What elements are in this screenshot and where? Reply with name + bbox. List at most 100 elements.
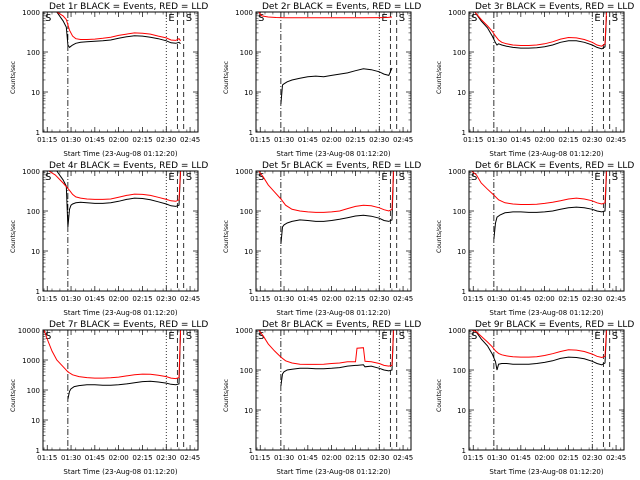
y-axis-label: Counts/sec [10, 220, 17, 253]
chart-title: Det 5r BLACK = Events, RED = LLD [262, 161, 421, 171]
x-tick-label: 01:30 [61, 136, 81, 144]
marker-end-label: E [168, 331, 174, 342]
chart-panel: Det 7r BLACK = Events, RED = LLD Counts/s… [10, 320, 208, 476]
x-tick-label: 02:15 [558, 295, 578, 303]
x-tick-label: 01:45 [511, 136, 531, 144]
x-tick-label: 02:30 [156, 454, 176, 462]
x-tick-label: 02:00 [109, 295, 129, 303]
chart-title: Det 8r BLACK = Events, RED = LLD [262, 320, 421, 330]
plot-frame [42, 329, 199, 451]
x-axis-label: Start Time (23-Aug-08 01:12:20) [276, 468, 390, 476]
chart-title: Det 2r BLACK = Events, RED = LLD [262, 2, 421, 12]
marker-saa-label: S [612, 13, 618, 24]
chart-panel: Det 6r BLACK = Events, RED = LLD Counts/s… [436, 161, 634, 317]
plot-frame [42, 11, 199, 133]
y-tick-label: 100 [240, 367, 253, 375]
y-tick-label: 1000 [22, 357, 40, 365]
y-tick-label: 1000 [235, 168, 253, 176]
y-tick-label: 100 [27, 49, 40, 57]
y-tick-label: 1 [249, 129, 253, 137]
chart-panel: Det 2r BLACK = Events, RED = LLD Counts/s… [223, 2, 421, 158]
x-tick-label: 01:15 [250, 136, 270, 144]
y-tick-label: 1000 [22, 9, 40, 17]
series-line-events [280, 331, 394, 386]
y-tick-label: 100 [453, 49, 466, 57]
x-tick-label: 01:15 [37, 295, 57, 303]
marker-end-label: E [381, 331, 387, 342]
y-tick-label: 1000 [448, 9, 466, 17]
x-axis-label: Start Time (23-Aug-08 01:12:20) [276, 309, 390, 317]
series-line-lld [258, 11, 393, 19]
marker-saa-label: S [612, 172, 618, 183]
marker-saa-label: S [186, 172, 192, 183]
x-tick-label: 01:30 [274, 136, 294, 144]
series-line-lld [471, 329, 607, 359]
y-tick-label: 10 [244, 407, 253, 415]
y-tick-label: 1 [36, 447, 40, 455]
x-tick-label: 02:30 [582, 454, 602, 462]
x-tick-label: 01:15 [37, 454, 57, 462]
x-axis-label: Start Time (23-Aug-08 01:12:20) [276, 150, 390, 158]
marker-start-label: S [45, 331, 51, 342]
x-tick-label: 02:00 [109, 454, 129, 462]
series-line-lld [474, 11, 607, 47]
marker-saa-label: S [399, 331, 405, 342]
x-tick-label: 02:45 [606, 295, 626, 303]
x-tick-label: 02:00 [322, 295, 342, 303]
x-tick-label: 02:00 [109, 136, 129, 144]
marker-end-label: E [594, 172, 600, 183]
marker-saa-label: S [186, 13, 192, 24]
marker-saa-label: S [186, 331, 192, 342]
series-line-events [56, 11, 181, 49]
x-tick-label: 01:45 [298, 295, 318, 303]
x-tick-label: 01:45 [85, 295, 105, 303]
chart-title: Det 7r BLACK = Events, RED = LLD [49, 320, 208, 330]
x-tick-label: 02:15 [345, 454, 365, 462]
x-tick-label: 01:45 [85, 454, 105, 462]
series-line-lld [258, 329, 394, 367]
marker-end-label: E [381, 172, 387, 183]
y-tick-label: 10 [31, 248, 40, 256]
x-tick-label: 02:15 [558, 136, 578, 144]
x-tick-label: 02:30 [582, 136, 602, 144]
series-line-lld [258, 170, 394, 213]
x-tick-label: 02:45 [606, 454, 626, 462]
x-tick-label: 02:45 [393, 295, 413, 303]
y-tick-label: 10 [244, 89, 253, 97]
x-tick-label: 02:00 [322, 454, 342, 462]
y-axis-label: Counts/sec [436, 379, 443, 412]
marker-saa-label: S [399, 172, 405, 183]
y-tick-label: 100 [240, 49, 253, 57]
marker-saa-label: S [612, 331, 618, 342]
y-tick-label: 10 [31, 417, 40, 425]
plot-frame [255, 170, 412, 292]
x-tick-label: 02:15 [345, 295, 365, 303]
chart-title: Det 1r BLACK = Events, RED = LLD [49, 2, 208, 12]
chart-panel: Det 9r BLACK = Events, RED = LLD Counts/s… [436, 320, 634, 476]
series-line-events [56, 170, 181, 227]
series-line-events [474, 11, 607, 50]
x-tick-label: 01:15 [463, 295, 483, 303]
x-tick-label: 02:00 [535, 136, 555, 144]
x-tick-label: 01:30 [61, 295, 81, 303]
x-tick-label: 02:30 [369, 454, 389, 462]
y-tick-label: 100 [27, 208, 40, 216]
marker-start-label: S [45, 13, 51, 24]
chart-panel: Det 4r BLACK = Events, RED = LLD Counts/s… [10, 161, 208, 317]
x-tick-label: 01:15 [463, 136, 483, 144]
y-tick-label: 10 [31, 89, 40, 97]
marker-start-label: S [258, 13, 264, 24]
y-axis-label: Counts/sec [223, 379, 230, 412]
y-tick-label: 100 [453, 208, 466, 216]
plot-frame [42, 170, 199, 292]
x-tick-label: 02:45 [180, 295, 200, 303]
x-tick-label: 01:30 [487, 295, 507, 303]
marker-start-label: S [45, 172, 51, 183]
y-axis-label: Counts/sec [436, 61, 443, 94]
x-tick-label: 01:30 [274, 454, 294, 462]
chart-panel: Det 8r BLACK = Events, RED = LLD Counts/s… [223, 320, 421, 476]
x-axis-label: Start Time (23-Aug-08 01:12:20) [489, 309, 603, 317]
x-tick-label: 01:30 [487, 454, 507, 462]
marker-end-label: E [381, 13, 387, 24]
